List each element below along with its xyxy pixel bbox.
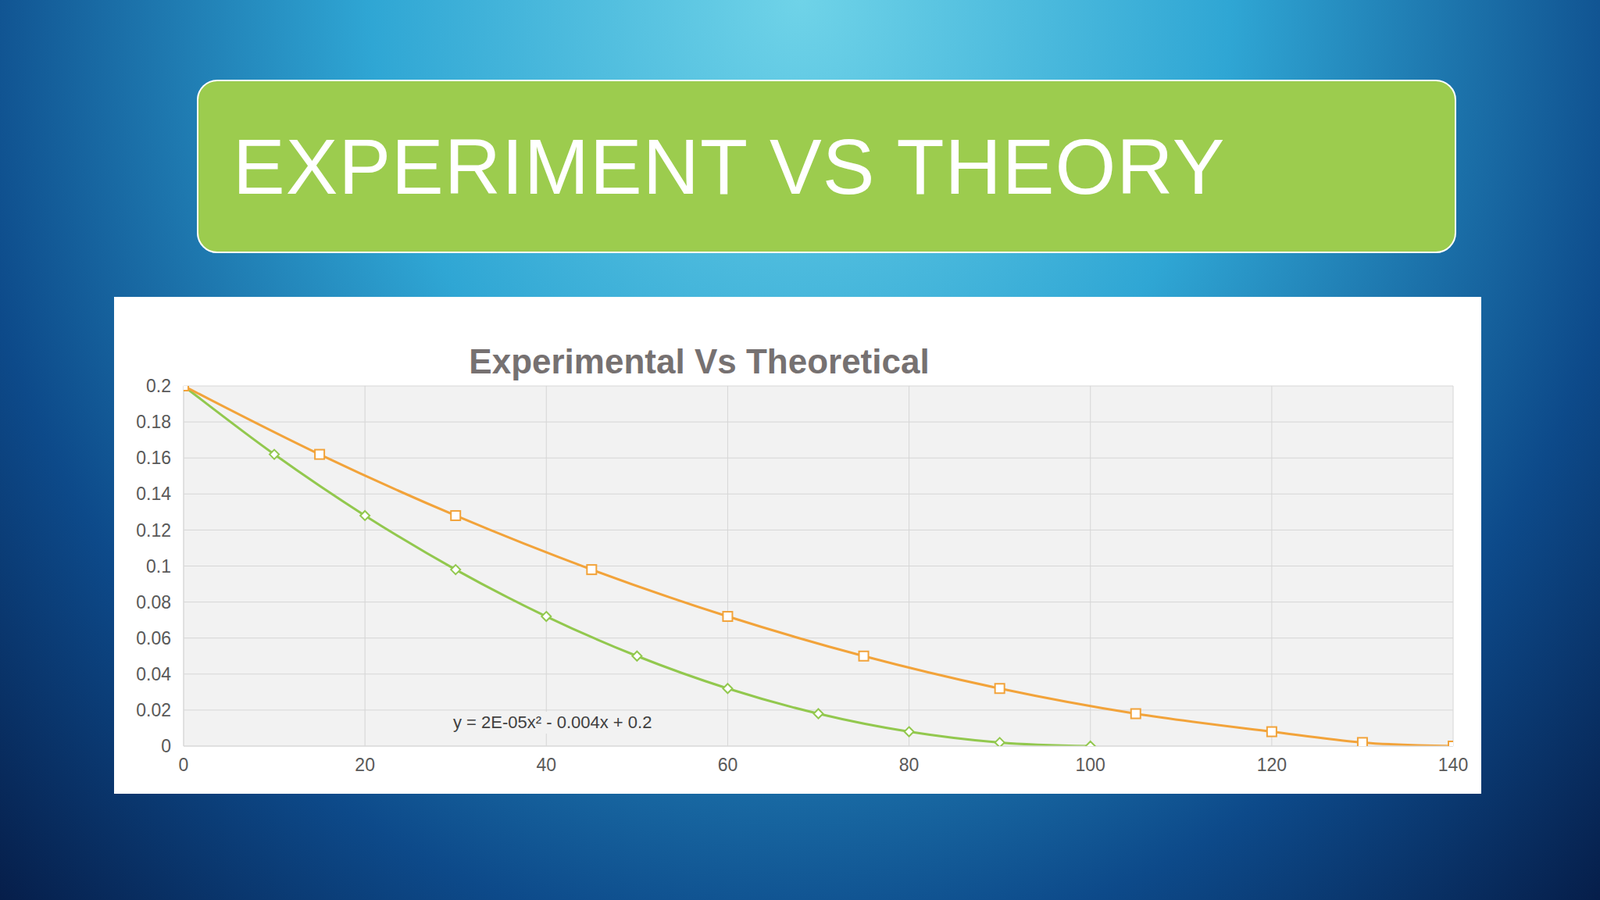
svg-text:120: 120	[1257, 754, 1287, 775]
svg-text:0.18: 0.18	[135, 411, 172, 433]
svg-text:0: 0	[178, 754, 190, 775]
svg-text:0.1: 0.1	[146, 556, 172, 577]
svg-text:0.16: 0.16	[135, 447, 172, 468]
html-text:EXPERIMENT VS THEORY: EXPERIMENT VS THEORY	[232, 122, 1226, 210]
svg-text:140: 140	[1438, 754, 1468, 775]
html-text:y = 2E-05x² - 0.004x + 0.2: y = 2E-05x² - 0.004x + 0.2	[453, 712, 652, 733]
html-text:Experimental Vs Theoretical: Experimental Vs Theoretical	[468, 342, 930, 381]
svg-text:60: 60	[717, 754, 739, 775]
svg-text:80: 80	[899, 754, 920, 775]
svg-text:0.14: 0.14	[135, 483, 172, 504]
svg-text:100: 100	[1075, 754, 1106, 775]
svg-text:0: 0	[160, 735, 172, 757]
svg-text:0.08: 0.08	[135, 592, 172, 613]
svg-text:0.02: 0.02	[135, 700, 172, 721]
svg-text:0.12: 0.12	[135, 520, 172, 541]
svg-text:20: 20	[354, 754, 375, 775]
svg-text:40: 40	[535, 754, 557, 775]
svg-text:0.2: 0.2	[146, 375, 172, 397]
svg-text:0.04: 0.04	[135, 664, 172, 685]
svg-text:0.06: 0.06	[135, 628, 172, 649]
